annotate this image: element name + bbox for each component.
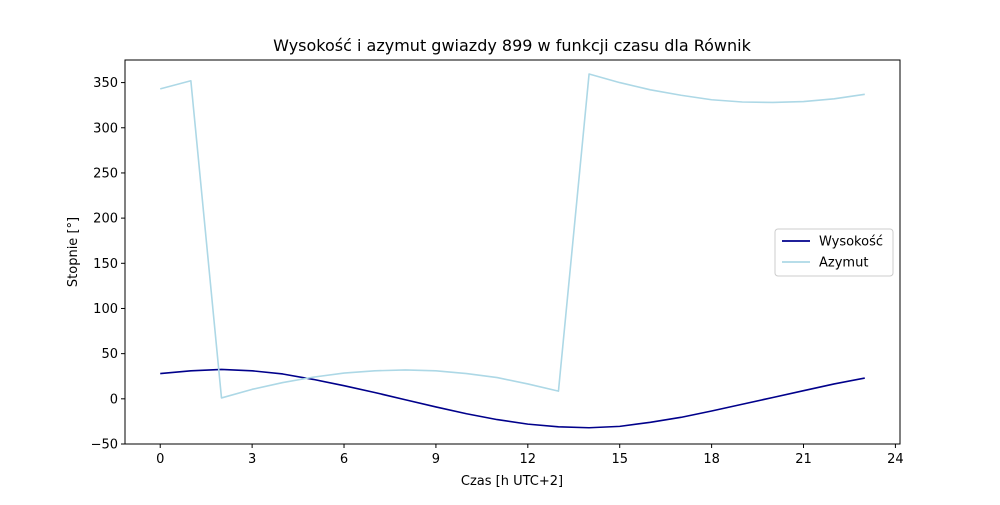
y-tick-label: 100 bbox=[93, 302, 118, 317]
y-tick-label: 250 bbox=[93, 166, 118, 181]
x-axis: 0 3 6 9 12 15 18 21 24 bbox=[156, 444, 904, 467]
legend-label: Azymut bbox=[819, 256, 868, 271]
series-line-wysokosc bbox=[160, 368, 865, 429]
y-tick-label: 350 bbox=[93, 76, 118, 91]
series-line-azymut bbox=[160, 73, 865, 399]
x-tick-label: 6 bbox=[340, 452, 348, 467]
x-tick-label: 0 bbox=[156, 452, 164, 467]
x-tick-label: 18 bbox=[703, 452, 720, 467]
y-tick-label: 300 bbox=[93, 121, 118, 136]
plot-frame bbox=[124, 59, 901, 445]
series-layer bbox=[160, 73, 865, 429]
legend: Wysokość Azymut bbox=[774, 228, 894, 277]
x-tick-label: 24 bbox=[887, 452, 904, 467]
y-tick-label: 50 bbox=[101, 347, 118, 362]
y-tick-label: 0 bbox=[110, 392, 118, 407]
x-tick-label: 9 bbox=[432, 452, 440, 467]
y-axis-label: Stopnie [°] bbox=[66, 217, 81, 287]
x-tick-label: 3 bbox=[248, 452, 256, 467]
x-tick-label: 21 bbox=[795, 452, 812, 467]
y-tick-label: 150 bbox=[93, 257, 118, 272]
y-tick-label: −50 bbox=[91, 438, 118, 453]
x-tick-label: 12 bbox=[520, 452, 537, 467]
y-tick-label: 200 bbox=[93, 212, 118, 227]
chart-title: Wysokość i azymut gwiazdy 899 w funkcji … bbox=[273, 36, 751, 55]
x-tick-label: 15 bbox=[611, 452, 628, 467]
x-axis-label: Czas [h UTC+2] bbox=[461, 474, 563, 489]
legend-label: Wysokość bbox=[819, 235, 883, 250]
y-axis: −50 0 50 100 150 200 250 300 350 bbox=[91, 76, 125, 453]
